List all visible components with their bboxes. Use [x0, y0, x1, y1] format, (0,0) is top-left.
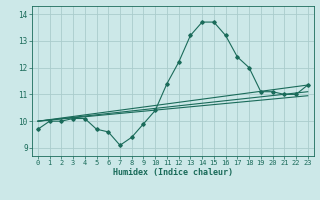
X-axis label: Humidex (Indice chaleur): Humidex (Indice chaleur) — [113, 168, 233, 177]
